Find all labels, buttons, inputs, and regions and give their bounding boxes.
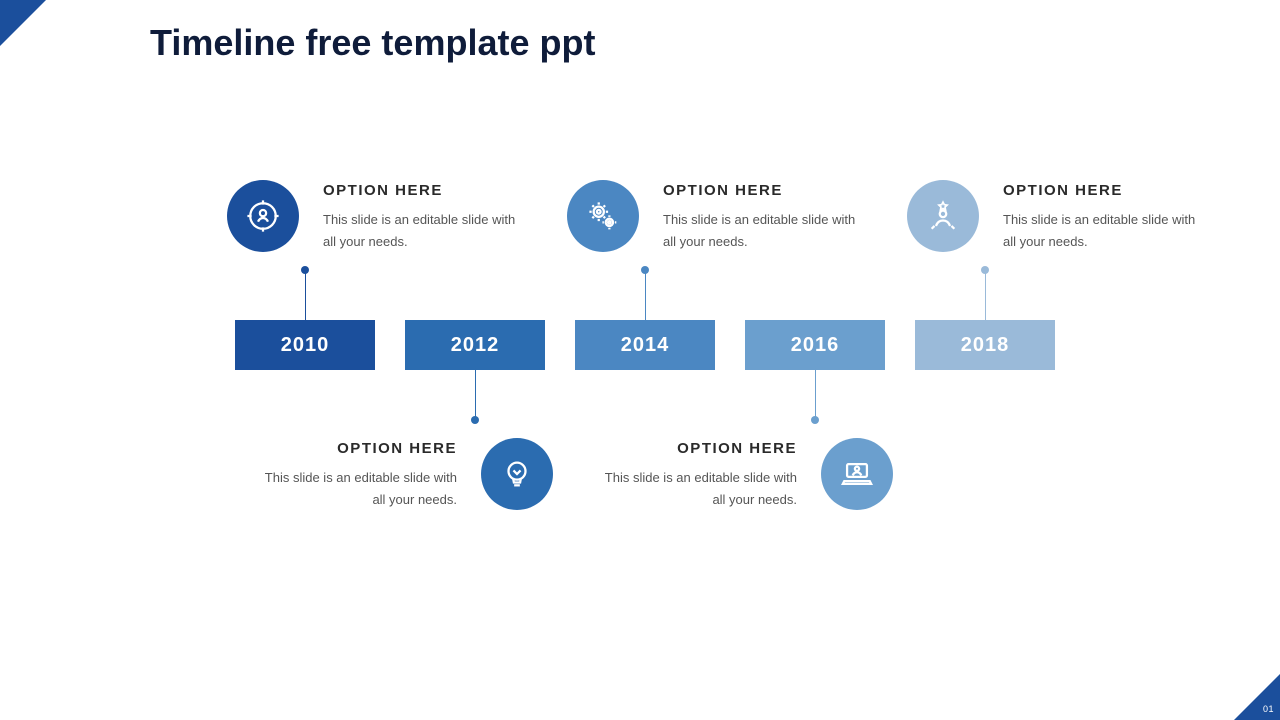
year-box: 2012 — [405, 320, 545, 370]
year-box: 2016 — [745, 320, 885, 370]
laptop-user-icon — [821, 438, 893, 510]
connector-line — [985, 270, 986, 320]
connector-line — [475, 370, 476, 420]
connector-dot — [641, 266, 649, 274]
gears-icon — [567, 180, 639, 252]
option-block: OPTION HERE This slide is an editable sli… — [597, 440, 797, 511]
option-title: OPTION HERE — [597, 440, 797, 457]
option-desc: This slide is an editable slide with all… — [597, 467, 797, 511]
slide: 01 Timeline free template ppt 2010OPTION… — [0, 0, 1280, 720]
year-box: 2010 — [235, 320, 375, 370]
star-user-icon — [907, 180, 979, 252]
option-block: OPTION HERE This slide is an editable sli… — [323, 182, 523, 253]
connector-line — [305, 270, 306, 320]
connector-dot — [301, 266, 309, 274]
option-block: OPTION HERE This slide is an editable sli… — [1003, 182, 1203, 253]
option-title: OPTION HERE — [663, 182, 863, 199]
option-desc: This slide is an editable slide with all… — [663, 209, 863, 253]
option-block: OPTION HERE This slide is an editable sli… — [257, 440, 457, 511]
connector-line — [645, 270, 646, 320]
option-desc: This slide is an editable slide with all… — [1003, 209, 1203, 253]
target-user-icon — [227, 180, 299, 252]
option-title: OPTION HERE — [257, 440, 457, 457]
connector-dot — [811, 416, 819, 424]
year-box: 2018 — [915, 320, 1055, 370]
connector-dot — [471, 416, 479, 424]
timeline-stage: 2010 OPTION HERE This slide is an editable… — [0, 0, 1280, 720]
connector-line — [815, 370, 816, 420]
option-desc: This slide is an editable slide with all… — [323, 209, 523, 253]
page-number: 01 — [1263, 704, 1274, 714]
option-block: OPTION HERE This slide is an editable sli… — [663, 182, 863, 253]
bulb-icon — [481, 438, 553, 510]
option-title: OPTION HERE — [323, 182, 523, 199]
year-box: 2014 — [575, 320, 715, 370]
option-desc: This slide is an editable slide with all… — [257, 467, 457, 511]
option-title: OPTION HERE — [1003, 182, 1203, 199]
connector-dot — [981, 266, 989, 274]
